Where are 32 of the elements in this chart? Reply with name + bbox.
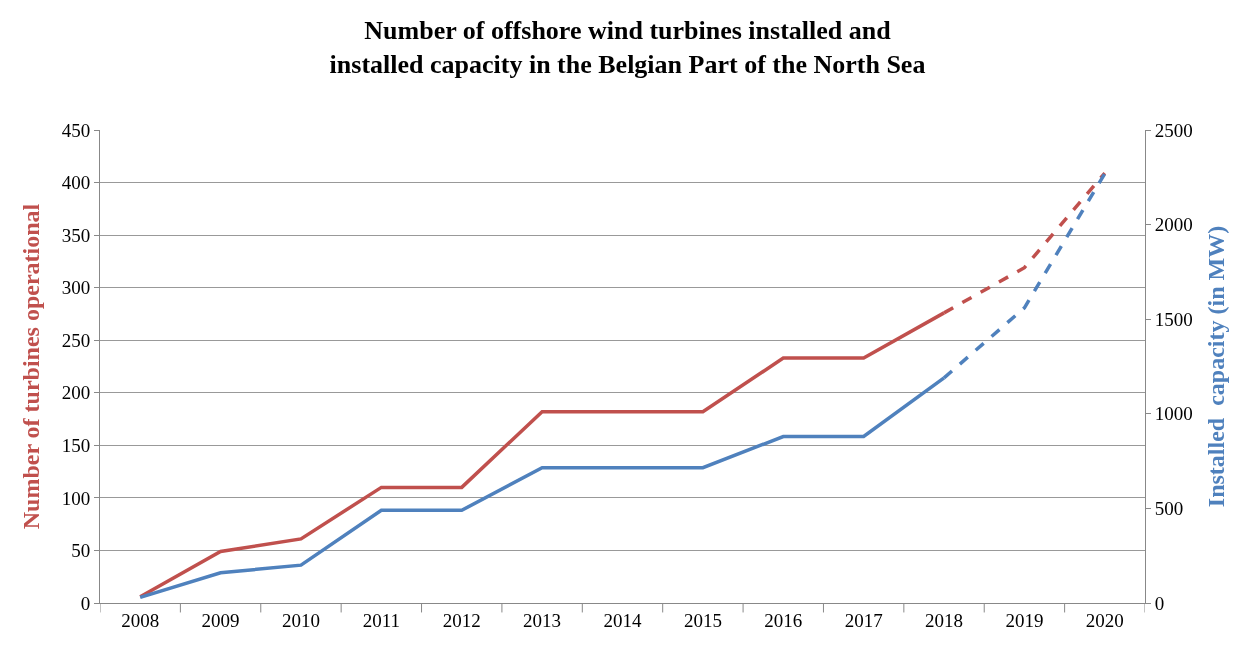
x-tick-label: 2017 <box>844 609 883 631</box>
y-tick-label: 350 <box>61 224 91 246</box>
y2-tick-label: 500 <box>1154 498 1184 520</box>
y2-tick-label: 1500 <box>1154 308 1193 330</box>
x-tick-label: 2018 <box>925 609 964 631</box>
x-tick-label: 2016 <box>764 609 803 631</box>
y-tick-label: 200 <box>61 382 91 404</box>
x-tick-label: 2011 <box>362 609 400 631</box>
y-tick-label: 150 <box>61 434 91 456</box>
y2-tick-label: 0 <box>1154 592 1165 614</box>
x-tick-label: 2020 <box>1085 609 1124 631</box>
x-tick-label: 2012 <box>442 609 481 631</box>
y-tick-label: 0 <box>80 592 91 614</box>
y-tick-label: 50 <box>71 540 91 562</box>
x-tick-label: 2010 <box>281 609 320 631</box>
y2-tick-label: 1000 <box>1154 403 1193 425</box>
y-tick-label: 250 <box>61 329 91 351</box>
x-tick-label: 2008 <box>121 609 160 631</box>
y-axis-title: Number of turbines operational <box>17 203 44 530</box>
x-tick-label: 2014 <box>603 609 642 631</box>
chart-title: Number of offshore wind turbines installed and installed capacity in the Belgian Part of the North Sea <box>329 15 926 79</box>
x-tick-label: 2019 <box>1005 609 1044 631</box>
y-tick-label: 400 <box>61 172 91 194</box>
y-tick-label: 300 <box>61 277 91 299</box>
y2-axis-title: Installed capacity (in MW) <box>1203 225 1230 508</box>
y-tick-label: 100 <box>61 487 91 509</box>
x-tick-label: 2009 <box>201 609 240 631</box>
y-tick-label: 450 <box>61 119 91 141</box>
x-tick-label: 2013 <box>523 609 562 631</box>
y2-tick-label: 2500 <box>1154 119 1193 141</box>
y2-tick-label: 2000 <box>1154 214 1193 236</box>
x-tick-label: 2015 <box>683 609 722 631</box>
